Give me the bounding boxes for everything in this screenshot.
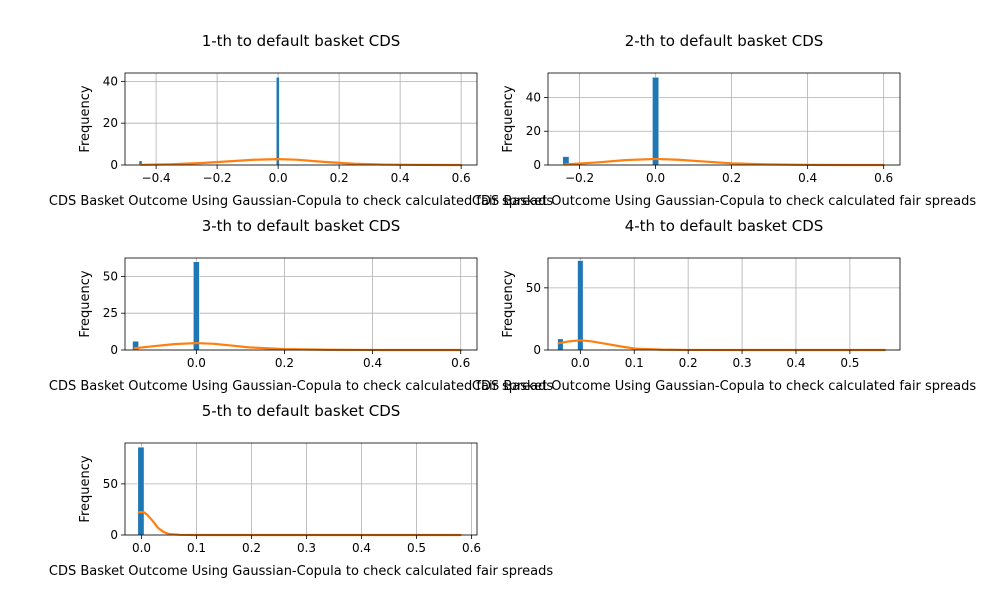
x-tick-label: 0.0 [571,356,590,370]
x-axis-label: CDS Basket Outcome Using Gaussian-Copula… [472,194,976,209]
subplot-3: 0.0 0.2 0.4 0.6 0 25 50 3-th to default basket … [49,217,553,394]
subplot-title: 5-th to default basket CDS [202,402,401,420]
y-tick-label: 0 [110,158,118,172]
histogram-bar [192,261,200,351]
x-tick-label: −0.2 [203,171,232,185]
histogram-bar [557,338,564,351]
y-axis-label: Frequency [78,455,93,522]
y-tick-label: 20 [103,116,118,130]
histogram-bar [137,446,145,536]
subplot-title: 1-th to default basket CDS [202,32,401,50]
kde-series-line [137,510,462,537]
subplot-title: 2-th to default basket CDS [625,32,824,50]
x-tick-label: 0.4 [798,171,817,185]
y-tick-label: 50 [526,281,541,295]
x-tick-label: 0.2 [679,356,698,370]
y-axis-label: Frequency [501,270,516,337]
subplot-5: 0.0 0.1 0.2 0.3 0.4 0.5 0.6 0 50 5-th to default … [49,402,553,579]
x-tick-label: 0.0 [132,541,151,555]
y-tick-label: 40 [526,90,541,104]
x-tick-label: 0.2 [242,541,261,555]
axes-frame [547,72,901,166]
x-tick-label: 0.0 [187,356,206,370]
y-tick-label: 40 [103,74,118,88]
x-tick-label: 0.3 [733,356,752,370]
x-tick-label: 0.6 [462,541,481,555]
x-tick-label: 0.4 [363,356,382,370]
x-axis-label: CDS Basket Outcome Using Gaussian-Copula… [49,379,553,394]
x-tick-label: −0.4 [142,171,171,185]
x-tick-label: 0.2 [330,171,349,185]
x-axis-label: CDS Basket Outcome Using Gaussian-Copula… [472,379,976,394]
axes-frame [547,257,901,351]
y-tick-label: 25 [103,306,118,320]
subplot-4: 0.0 0.1 0.2 0.3 0.4 0.5 0 50 4-th to default bas… [472,217,976,394]
x-tick-label: 0.0 [269,171,288,185]
histogram-bar [577,260,584,351]
y-tick-label: 50 [103,477,118,491]
x-tick-label: 0.5 [840,356,859,370]
y-axis-label: Frequency [78,85,93,152]
y-tick-label: 0 [533,158,541,172]
x-tick-label: 0.2 [722,171,741,185]
axes-frame [124,442,478,536]
x-tick-label: 0.4 [352,541,371,555]
axes-frame [124,72,478,166]
x-tick-label: 0.4 [391,171,410,185]
x-tick-label: 0.5 [407,541,426,555]
x-axis-label: CDS Basket Outcome Using Gaussian-Copula… [49,564,553,579]
x-tick-label: 0.2 [275,356,294,370]
kde-series-line [563,157,885,167]
x-axis-label: CDS Basket Outcome Using Gaussian-Copula… [49,194,553,209]
subplot-2: −0.2 0.0 0.2 0.4 0.6 0 20 40 2-th to default bas… [472,32,976,209]
y-tick-label: 0 [110,528,118,542]
x-tick-label: −0.2 [565,171,594,185]
kde-series-line [133,341,462,352]
histogram-bar [275,76,280,166]
subplot-title: 4-th to default basket CDS [625,217,824,235]
subplot-title: 3-th to default basket CDS [202,217,401,235]
subplot-1: −0.4 −0.2 0.0 0.2 0.4 0.6 0 20 40 1-th to default… [49,32,553,209]
x-tick-label: 0.4 [786,356,805,370]
x-tick-label: 0.6 [874,171,893,185]
kde-series-line [557,339,887,352]
histogram-bar [652,76,660,166]
x-tick-label: 0.0 [646,171,665,185]
x-tick-label: 0.6 [452,171,471,185]
y-tick-label: 20 [526,124,541,138]
y-tick-label: 0 [533,343,541,357]
x-tick-label: 0.1 [187,541,206,555]
x-tick-label: 0.1 [625,356,644,370]
y-axis-label: Frequency [78,270,93,337]
y-tick-label: 50 [103,269,118,283]
x-tick-label: 0.3 [297,541,316,555]
y-tick-label: 0 [110,343,118,357]
y-axis-label: Frequency [501,85,516,152]
kde-series-line [139,158,463,167]
x-tick-label: 0.6 [451,356,470,370]
axes-frame [124,257,478,351]
